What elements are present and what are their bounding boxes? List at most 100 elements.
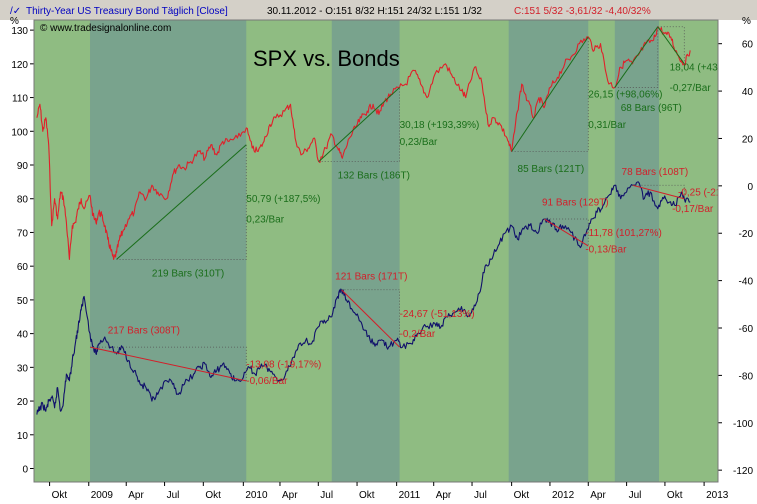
trend-line xyxy=(614,26,659,88)
series-lines xyxy=(36,26,691,415)
right-axis-tick-label: 20 xyxy=(742,134,754,145)
x-axis-tick-label: 2011 xyxy=(399,490,421,501)
measure-guide xyxy=(116,144,247,260)
left-axis-tick-label: 40 xyxy=(17,330,29,341)
left-axis: 0 10 20 30 40 50 60 70 80 90 100 110 120 130 xyxy=(0,20,34,482)
left-axis-tick-label: 90 xyxy=(17,161,29,172)
shaded-band xyxy=(508,20,589,482)
x-axis-tick-label: Okt xyxy=(514,490,530,501)
right-axis-tick-label: -100 xyxy=(733,419,753,430)
left-axis-tick-label: 120 xyxy=(11,60,28,71)
right-axis-strip xyxy=(718,20,757,482)
shaded-band xyxy=(331,20,400,482)
right-axis-tick-label: -20 xyxy=(739,229,754,240)
x-axis-tick-label: 2012 xyxy=(552,490,575,501)
shaded-band xyxy=(614,20,660,482)
x-axis-tick-label: Okt xyxy=(52,490,68,501)
annotation-label: 30,18 (+193,39%) xyxy=(400,120,480,131)
left-axis-tick-label: 0 xyxy=(22,465,28,476)
plot-border xyxy=(33,19,719,483)
trend-line xyxy=(657,26,685,65)
annotation-label: 0,23/Bar xyxy=(246,214,284,225)
x-axis-tick-label: Jul xyxy=(320,490,333,501)
left-axis-tick-label: 100 xyxy=(11,127,28,138)
right-axis: -120 -100 -80 -60 -40 -20 0 20 40 60 xyxy=(718,20,757,482)
header-instrument: Thirty-Year US Treasury Bond Täglich [Cl… xyxy=(26,6,228,17)
x-axis: Okt 2009 Apr Jul Okt 2010 Apr Jul Okt 2011 Apr Jul O… xyxy=(0,19,757,504)
annotation-label: 0,23/Bar xyxy=(400,137,438,148)
measure-guide xyxy=(511,36,589,152)
left-axis-unit: % xyxy=(10,16,19,27)
right-axis-tick-label: -80 xyxy=(739,371,754,382)
annotation-label: -11,78 (101,27%) xyxy=(585,228,662,239)
annotation-layer: 219 Bars (310T) 50,79 (+187,5%) 0,23/Bar 13… xyxy=(89,26,747,387)
series-line-blue xyxy=(36,181,691,415)
header-change: C:151 5/32 -3,61/32 -4,40/32% xyxy=(514,6,651,17)
annotation-label: 26,15 (+98,06%) xyxy=(588,90,662,101)
trend-line xyxy=(116,144,247,260)
shaded-band xyxy=(90,20,247,482)
right-axis-tick-label: 60 xyxy=(742,40,754,51)
measure-guide xyxy=(657,26,685,64)
chart-title: SPX vs. Bonds xyxy=(253,46,400,71)
annotation-label: 217 Bars (308T) xyxy=(108,326,180,337)
left-axis-strip xyxy=(0,20,34,482)
right-axis-tick-label: -40 xyxy=(739,277,754,288)
trend-line xyxy=(341,289,400,348)
x-axis-tick-label: Apr xyxy=(128,490,144,501)
annotation-label: 78 Bars (108T) xyxy=(622,167,689,178)
measure-guide xyxy=(341,289,400,348)
x-axis-tick-label: 2009 xyxy=(91,490,114,501)
left-axis-tick-label: 60 xyxy=(17,262,29,273)
left-axis-tick-label: 50 xyxy=(17,296,29,307)
x-axis-tick-label: Apr xyxy=(436,490,452,501)
annotation-label: -0,17/Bar xyxy=(672,204,714,215)
x-axis-tick-label: Okt xyxy=(667,490,683,501)
x-axis-tick-label: Apr xyxy=(590,490,606,501)
annotation-label: 18,04 (+43,99%) xyxy=(670,63,744,74)
annotation-label: -24,67 (-51,13%) xyxy=(400,309,475,320)
measure-guide xyxy=(632,184,685,199)
x-axis-tick-label: Apr xyxy=(282,490,298,501)
left-axis-tick-label: 130 xyxy=(11,26,28,37)
shaded-bands xyxy=(90,20,660,482)
left-axis-tick-label: 20 xyxy=(17,397,29,408)
measure-guide xyxy=(614,26,659,88)
annotation-label: 132 Bars (186T) xyxy=(338,170,410,181)
right-axis-tick-label: -120 xyxy=(733,466,753,477)
annotation-label: -0,2/Bar xyxy=(400,329,436,340)
annotation-label: 50,79 (+187,5%) xyxy=(246,194,320,205)
copyright-text: © www.tradesignalonline.com xyxy=(40,23,171,34)
annotation-label: -0,06/Bar xyxy=(246,376,288,387)
x-axis-tick-label: Jul xyxy=(167,490,180,501)
trend-line xyxy=(511,36,589,152)
header-icon: /✓ xyxy=(10,6,21,17)
x-axis-tick-label: Jul xyxy=(629,490,642,501)
annotation-label: -0,27/Bar xyxy=(670,83,712,94)
left-axis-tick-label: 10 xyxy=(17,431,29,442)
right-axis-tick-label: 40 xyxy=(742,87,754,98)
annotation-label: -0,25 (-219,5%) xyxy=(678,187,747,198)
left-axis-tick-label: 80 xyxy=(17,195,29,206)
annotation-label: 68 Bars (96T) xyxy=(621,103,682,114)
annotation-label: -13,08 (-19,17%) xyxy=(246,359,321,370)
measure-guide xyxy=(90,346,247,381)
x-axis-tick-label: Okt xyxy=(359,490,375,501)
left-axis-tick-label: 110 xyxy=(12,94,28,105)
right-axis-unit: % xyxy=(742,16,751,27)
x-axis-tick-label: Okt xyxy=(205,490,221,501)
x-axis-tick-label: 2013 xyxy=(706,490,729,501)
trend-line xyxy=(89,346,247,382)
right-axis-tick-label: -60 xyxy=(739,324,754,335)
x-axis-tick-label: Jul xyxy=(474,490,487,501)
annotation-label: 219 Bars (310T) xyxy=(152,268,224,279)
annotation-label: 121 Bars (171T) xyxy=(335,272,407,283)
annotation-label: 91 Bars (129T) xyxy=(542,197,609,208)
trend-line xyxy=(543,218,589,247)
annotation-label: 85 Bars (121T) xyxy=(518,164,585,175)
series-line-red xyxy=(36,26,691,260)
x-axis-tick-label: 2010 xyxy=(245,490,268,501)
trend-line xyxy=(632,184,685,200)
